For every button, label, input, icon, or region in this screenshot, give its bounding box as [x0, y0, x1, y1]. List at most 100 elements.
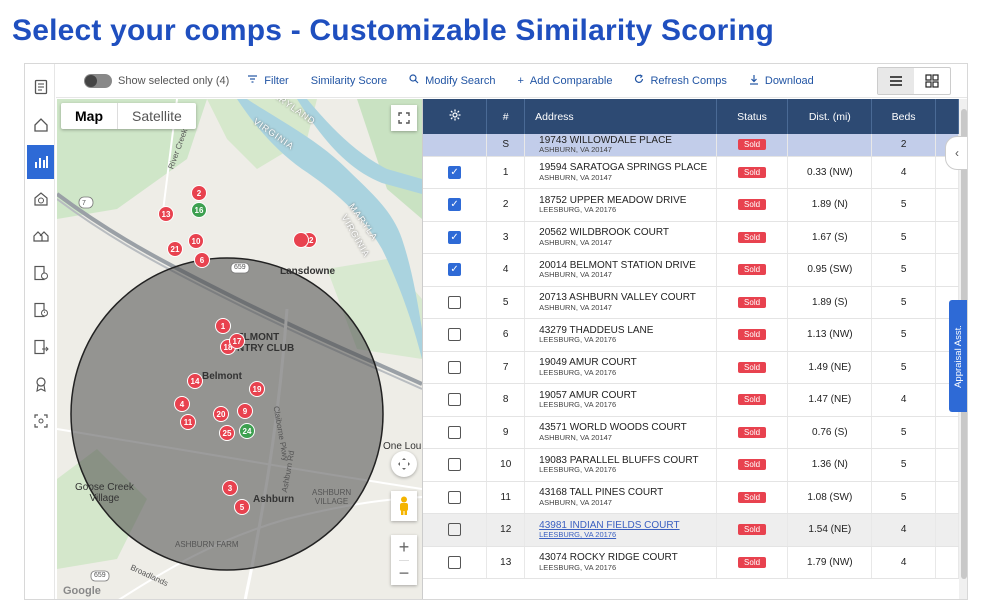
- address-city: LEESBURG, VA 20176: [539, 335, 617, 345]
- table-row[interactable]: 9 43571 WORLD WOODS COURT ASHBURN, VA 2014…: [423, 416, 959, 449]
- map-view[interactable]: 7 659 659 Map Satellite + − MARYLAND VIR…: [57, 99, 422, 599]
- row-checkbox[interactable]: [448, 458, 462, 472]
- settings-column-header[interactable]: [423, 99, 488, 134]
- filter-button[interactable]: Filter: [247, 74, 289, 87]
- row-checkbox[interactable]: ✓: [448, 230, 462, 244]
- address-city: ASHBURN, VA 20147: [539, 432, 612, 442]
- row-checkbox[interactable]: [448, 328, 462, 342]
- rail-home-icon[interactable]: [27, 108, 54, 142]
- rail-doc-clock-icon[interactable]: [27, 293, 54, 327]
- column-header-beds[interactable]: Beds: [871, 99, 936, 134]
- rail-houses-icon[interactable]: [27, 219, 54, 253]
- marker-20[interactable]: 20: [213, 406, 229, 422]
- column-header-number[interactable]: #: [486, 99, 526, 134]
- column-header-address[interactable]: Address: [524, 99, 717, 134]
- tab-satellite[interactable]: Satellite: [117, 103, 196, 129]
- zoom-out-icon[interactable]: −: [398, 560, 410, 585]
- table-row[interactable]: 7 19049 AMUR COURT LEESBURG, VA 20176 Sold 1…: [423, 351, 959, 384]
- show-selected-toggle[interactable]: [84, 73, 112, 88]
- marker-10[interactable]: 10: [188, 233, 204, 249]
- column-header-distance[interactable]: Dist. (mi): [787, 99, 873, 134]
- marker-6[interactable]: 6: [194, 252, 210, 268]
- marker-12b[interactable]: [293, 232, 309, 248]
- appraisal-assistant-tab[interactable]: Appraisal Asst.: [949, 300, 967, 412]
- row-checkbox[interactable]: [448, 425, 462, 439]
- table-row[interactable]: 8 19057 AMUR COURT LEESBURG, VA 20176 Sold 1…: [423, 383, 959, 417]
- rail-document-icon[interactable]: [27, 70, 54, 104]
- rail-doc-dollar-icon[interactable]: [27, 256, 54, 290]
- marker-4[interactable]: 4: [174, 396, 190, 412]
- rail-scan-icon[interactable]: [27, 404, 54, 438]
- rail-chart-icon[interactable]: [27, 145, 54, 179]
- route-659b-label: 659: [94, 572, 106, 579]
- marker-11[interactable]: 11: [180, 414, 196, 430]
- zoom-in-icon[interactable]: +: [398, 537, 410, 557]
- add-comparable-button[interactable]: + Add Comparable: [517, 75, 612, 87]
- row-checkbox[interactable]: [448, 295, 462, 309]
- similarity-score-button[interactable]: Similarity Score: [311, 75, 387, 87]
- address-cell: 19083 PARALLEL BLUFFS COURT LEESBURG, VA …: [524, 448, 717, 482]
- marker-9[interactable]: 9: [237, 403, 253, 419]
- row-checkbox[interactable]: ✓: [448, 198, 462, 212]
- marker-13[interactable]: 13: [158, 206, 174, 222]
- distance-cell: 1.79 (NW): [787, 546, 873, 579]
- status-cell: Sold: [716, 513, 789, 547]
- rail-dollar-house-icon[interactable]: [27, 182, 54, 216]
- row-checkbox[interactable]: ✓: [448, 263, 462, 277]
- table-row[interactable]: ✓ 4 20014 BELMONT STATION DRIVE ASHBURN, VA…: [423, 253, 959, 287]
- address-cell[interactable]: 43981 INDIAN FIELDS COURT LEESBURG, VA 20…: [524, 513, 717, 547]
- marker-14[interactable]: 14: [187, 373, 203, 389]
- marker-24[interactable]: 24: [239, 423, 255, 439]
- row-checkbox[interactable]: [448, 360, 462, 374]
- subject-row[interactable]: S 19743 WILLOWDALE PLACE ASHBURN, VA 201…: [423, 134, 959, 157]
- table-row[interactable]: 13 43074 ROCKY RIDGE COURT LEESBURG, VA 20…: [423, 546, 959, 579]
- table-row[interactable]: ✓ 3 20562 WILDBROOK COURT ASHBURN, VA 20147…: [423, 221, 959, 254]
- marker-19[interactable]: 19: [249, 381, 265, 397]
- tab-map[interactable]: Map: [75, 108, 103, 124]
- table-row[interactable]: 6 43279 THADDEUS LANE LEESBURG, VA 20176 So…: [423, 318, 959, 352]
- marker-1[interactable]: 1: [215, 318, 231, 334]
- street-view-pegman-icon[interactable]: [391, 491, 417, 521]
- table-row[interactable]: 11 43168 TALL PINES COURT ASHBURN, VA 2014…: [423, 481, 959, 514]
- table-row[interactable]: 5 20713 ASHBURN VALLEY COURT ASHBURN, VA 2…: [423, 286, 959, 319]
- marker-17[interactable]: 17: [229, 333, 245, 349]
- list-view-icon[interactable]: [878, 68, 914, 94]
- row-checkbox[interactable]: [448, 393, 462, 407]
- grid-view-icon[interactable]: [914, 68, 950, 94]
- beds-cell: 5: [871, 188, 936, 222]
- row-checkbox[interactable]: [448, 523, 462, 537]
- rail-award-icon[interactable]: [27, 367, 54, 401]
- marker-16[interactable]: 16: [191, 202, 207, 218]
- fullscreen-icon[interactable]: [391, 105, 417, 131]
- marker-3[interactable]: 3: [222, 480, 238, 496]
- status-badge: Sold: [738, 491, 767, 503]
- marker-2[interactable]: 2: [191, 185, 207, 201]
- table-row[interactable]: ✓ 2 18752 UPPER MEADOW DRIVE LEESBURG, VA 2…: [423, 188, 959, 222]
- table-row[interactable]: ✓ 1 19594 SARATOGA SPRINGS PLACE ASHBURN, V…: [423, 156, 959, 189]
- rail-doc-export-icon[interactable]: [27, 330, 54, 364]
- extra-cell: [935, 513, 959, 547]
- move-icon[interactable]: [391, 451, 417, 477]
- refresh-comps-button[interactable]: Refresh Comps: [634, 74, 727, 87]
- download-button[interactable]: Download: [749, 74, 814, 88]
- collapse-panel-button[interactable]: ‹: [945, 136, 967, 170]
- left-rail: [25, 64, 55, 599]
- marker-25[interactable]: 25: [219, 425, 235, 441]
- row-checkbox[interactable]: ✓: [448, 165, 462, 179]
- marker-21[interactable]: 21: [167, 241, 183, 257]
- beds-cell: 5: [871, 253, 936, 287]
- column-header-status[interactable]: Status: [716, 99, 789, 134]
- search-icon: [409, 74, 419, 87]
- table-row[interactable]: 10 19083 PARALLEL BLUFFS COURT LEESBURG, V…: [423, 448, 959, 482]
- row-checkbox[interactable]: [448, 555, 462, 569]
- column-header-more: [935, 99, 959, 134]
- lansdowne-label: Lansdowne: [280, 266, 336, 277]
- row-checkbox[interactable]: [448, 490, 462, 504]
- table-row[interactable]: 12 43981 INDIAN FIELDS COURT LEESBURG, VA …: [423, 513, 959, 547]
- beds-cell: 4: [871, 513, 936, 547]
- gear-icon[interactable]: [449, 109, 461, 124]
- modify-search-button[interactable]: Modify Search: [409, 74, 495, 87]
- address-cell: 43279 THADDEUS LANE LEESBURG, VA 20176: [524, 318, 717, 352]
- marker-5[interactable]: 5: [234, 499, 250, 515]
- distance-cell: 0.95 (SW): [787, 253, 873, 287]
